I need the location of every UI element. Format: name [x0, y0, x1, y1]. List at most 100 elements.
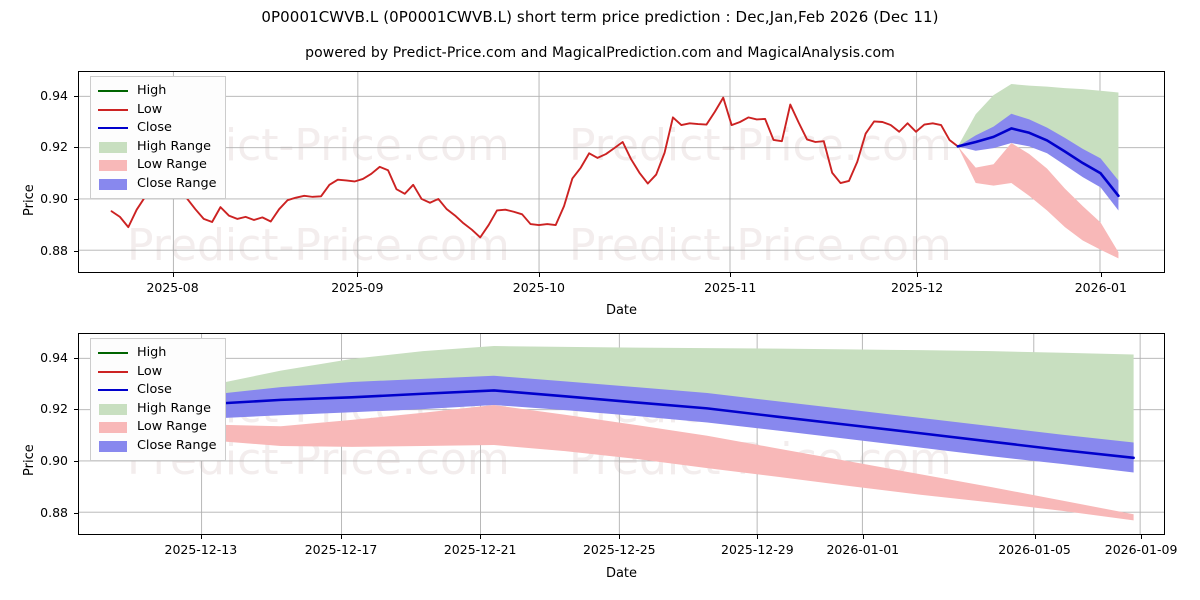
page-title: 0P0001CWVB.L (0P0001CWVB.L) short term p… [261, 8, 939, 26]
y-axis-tick-label: 0.88 [40, 242, 68, 258]
legend-item-label: High Range [137, 138, 212, 154]
x-axis-tick-mark [1100, 273, 1102, 277]
legend-swatch-icon [98, 158, 128, 172]
x-axis-tick-mark [917, 273, 919, 277]
legend-item-label: Low Range [137, 419, 207, 435]
band-high-range [957, 84, 1119, 189]
legend-item-label: Low [137, 101, 163, 117]
legend-item-label: Close [137, 382, 172, 398]
legend-item-low-range[interactable]: Low Range [98, 418, 217, 437]
legend-swatch-icon [98, 383, 128, 397]
legend-item-close[interactable]: Close [98, 119, 217, 138]
x-axis-tick-mark [757, 535, 759, 539]
x-axis-tick-label: 2025-09 [331, 280, 384, 295]
band-close-range [138, 375, 1134, 473]
x-axis-tick-mark [172, 273, 174, 277]
x-axis-tick-label: 2025-12-17 [304, 542, 378, 557]
y-axis-tick-label: 0.90 [40, 191, 68, 207]
legend-item-low[interactable]: Low [98, 363, 217, 382]
y-axis-tick-mark [74, 409, 78, 411]
y-axis-tick-label: 0.88 [40, 504, 68, 520]
legend-item-label: Close Range [137, 175, 217, 191]
band-low-range [138, 405, 1134, 521]
legend-swatch-icon [98, 420, 128, 434]
legend-swatch-icon [98, 365, 128, 379]
legend-item-label: Close Range [137, 437, 217, 453]
y-axis-tick-label: 0.92 [40, 401, 68, 417]
x-axis-tick-label: 2025-08 [146, 280, 199, 295]
page-subtitle: powered by Predict-Price.com and Magical… [305, 45, 895, 61]
x-axis-tick-mark [480, 535, 482, 539]
x-axis-tick-mark [619, 535, 621, 539]
y-axis-tick-mark [74, 199, 78, 201]
band-close-range [957, 113, 1119, 211]
x-axis-tick-label: 2025-10 [512, 280, 565, 295]
legend-swatch-icon [98, 140, 128, 154]
legend-item-label: Low Range [137, 157, 207, 173]
series-line-low [110, 96, 959, 239]
x-axis-tick-mark [357, 273, 359, 277]
y-axis-tick-mark [74, 461, 78, 463]
legend-item-low[interactable]: Low [98, 101, 217, 120]
legend-item-label: High [137, 345, 167, 361]
top-chart-plot-area: Predict-Price.com Predict-Price.com Pred… [78, 71, 1165, 273]
x-axis-tick-label: 2025-12-21 [443, 542, 517, 557]
bottom-chart-x-axis-label: Date [605, 566, 638, 581]
series-line-close [956, 127, 1120, 198]
x-axis-tick-label: 2025-12 [891, 280, 944, 295]
y-axis-tick-mark [74, 357, 78, 359]
x-axis-tick-label: 2026-01-09 [1104, 542, 1178, 557]
legend-item-low-range[interactable]: Low Range [98, 156, 217, 175]
legend-item-close-range[interactable]: Close Range [98, 437, 217, 456]
top-chart-x-axis-label: Date [605, 303, 638, 318]
legend-swatch-icon [98, 439, 128, 453]
bottom-chart-svg [79, 334, 1164, 534]
legend-swatch-icon [98, 346, 128, 360]
x-axis-tick-mark [730, 273, 732, 277]
y-axis-tick-label: 0.94 [40, 87, 68, 103]
top-chart-legend: High Low Close High Range Low Range Close Ran… [90, 76, 226, 199]
x-axis-tick-mark [538, 273, 540, 277]
y-axis-tick-mark [74, 512, 78, 514]
legend-item-label: High [137, 83, 167, 99]
x-axis-tick-mark [200, 535, 202, 539]
legend-item-label: Low [137, 363, 163, 379]
y-axis-tick-mark [74, 250, 78, 252]
x-axis-tick-mark [862, 535, 864, 539]
legend-swatch-icon [98, 121, 128, 135]
y-axis-tick-label: 0.94 [40, 349, 68, 365]
x-axis-tick-label: 2025-12-25 [582, 542, 656, 557]
legend-item-high[interactable]: High [98, 82, 217, 101]
legend-item-label: High Range [137, 400, 212, 416]
x-axis-tick-mark [341, 535, 343, 539]
legend-item-close-range[interactable]: Close Range [98, 175, 217, 194]
bottom-chart-legend: High Low Close High Range Low Range Close Ran… [90, 338, 226, 461]
legend-swatch-icon [98, 402, 128, 416]
y-axis-tick-mark [74, 95, 78, 97]
x-axis-tick-mark [1034, 535, 1036, 539]
top-chart-svg [79, 72, 1164, 272]
x-axis-tick-label: 2026-01-05 [998, 542, 1071, 557]
band-high-range [138, 346, 1134, 451]
y-axis-tick-label: 0.92 [40, 139, 68, 155]
x-axis-tick-label: 2026-01 [1074, 280, 1127, 295]
x-axis-tick-label: 2025-11 [704, 280, 757, 295]
legend-item-high-range[interactable]: High Range [98, 138, 217, 157]
band-low-range [957, 143, 1119, 259]
x-axis-tick-label: 2026-01-01 [826, 542, 900, 557]
legend-swatch-icon [98, 177, 128, 191]
y-axis-tick-mark [74, 147, 78, 149]
legend-item-high-range[interactable]: High Range [98, 400, 217, 419]
legend-swatch-icon [98, 103, 128, 117]
y-axis-tick-label: 0.90 [40, 453, 68, 469]
bottom-chart-plot-area: Predict-Price.com Predict-Price.com Pred… [78, 333, 1165, 535]
x-axis-tick-label: 2025-12-29 [721, 542, 794, 557]
series-line-close [137, 389, 1135, 460]
x-axis-tick-mark [1141, 535, 1143, 539]
legend-item-high[interactable]: High [98, 344, 217, 363]
legend-item-label: Close [137, 120, 172, 136]
legend-item-close[interactable]: Close [98, 381, 217, 400]
x-axis-tick-label: 2025-12-13 [164, 542, 238, 557]
legend-swatch-icon [98, 84, 128, 98]
